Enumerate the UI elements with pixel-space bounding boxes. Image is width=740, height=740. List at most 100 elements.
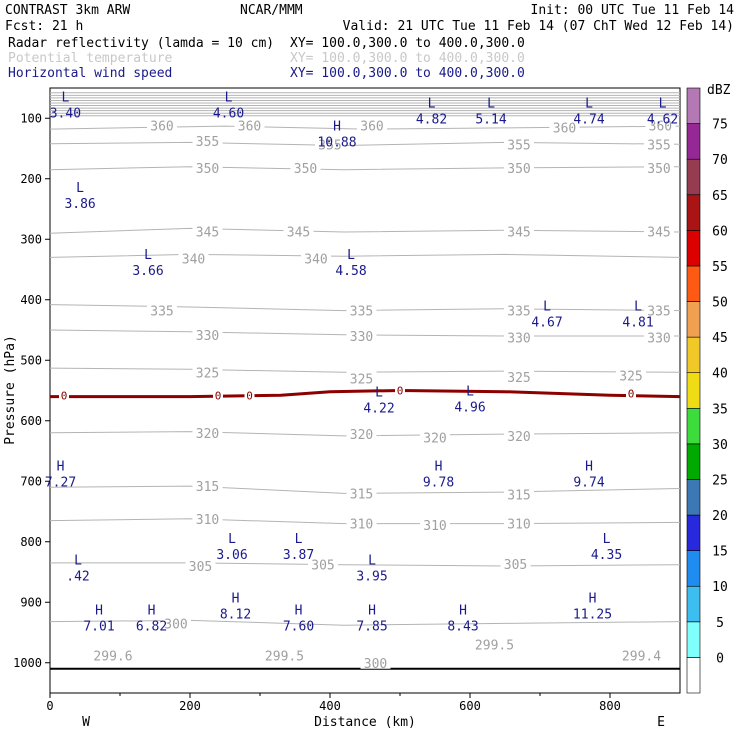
theta-contour-335 (49, 304, 681, 312)
wind-extremum-value: 4.67 (531, 316, 562, 331)
theta-label-bg (504, 303, 534, 317)
wind-extremum-value: 4.81 (622, 316, 653, 331)
reflectivity-label: 0 (628, 388, 635, 401)
colorbar-swatch (686, 265, 701, 302)
theta-label-bg (479, 637, 510, 651)
theta-contour-350 (49, 166, 681, 171)
theta-label-bg (357, 118, 387, 132)
colorbar-swatch (686, 443, 701, 480)
colorbar-level-label: 5 (716, 616, 724, 631)
theta-label-bg (192, 327, 223, 341)
theta-label: 335 (150, 305, 173, 320)
theta-label-bg (192, 479, 223, 493)
wind-extremum-value: 4.82 (416, 112, 447, 127)
y-tick-label: 800 (20, 535, 42, 549)
theta-label-bg (346, 516, 377, 530)
colorbar-level-label: 65 (712, 189, 728, 204)
theta-label-bg (645, 118, 676, 132)
wind-extremum-value: 3.86 (64, 197, 95, 212)
wind-extremum-type: L (487, 96, 495, 111)
header-valid: Valid: 21 UTC Tue 11 Feb 14 (07 ChT Wed … (343, 19, 734, 34)
wind-extremum-type: H (232, 591, 240, 606)
theta-label-bg (147, 303, 177, 317)
header: CONTRAST 3km ARW NCAR/MMM Init: 00 UTC T… (5, 3, 734, 81)
theta-contours (49, 92, 681, 670)
wind-extremum-type: L (225, 90, 233, 105)
colorbar-swatch (686, 336, 701, 374)
theta-label: 360 (360, 120, 383, 135)
header-init: Init: 00 UTC Tue 11 Feb 14 (531, 3, 735, 18)
theta-label-bg (192, 160, 223, 174)
theta-label-bg (185, 558, 216, 572)
theta-label-bg (420, 430, 450, 444)
theta-label: 330 (647, 331, 670, 346)
theta-label: 350 (294, 162, 317, 177)
y-axis-label: Pressure (hPa) (3, 335, 18, 445)
colorbar-level-label: 25 (712, 473, 728, 488)
theta-label: 310 (196, 513, 219, 528)
theta-label: 355 (318, 138, 341, 153)
theta-contour-315 (49, 485, 681, 494)
wind-extremum-type: L (76, 181, 84, 196)
theta-contour-320 (49, 431, 681, 437)
theta-label: 360 (238, 120, 261, 135)
theta-label: 325 (196, 366, 219, 381)
wind-extremum-type: L (368, 554, 376, 569)
reflectivity-label: 0 (246, 389, 253, 402)
x-axis: 0 200 400 600 800 (46, 693, 621, 713)
wind-extremum-value: 5.14 (475, 112, 506, 127)
theta-contour-345 (49, 227, 681, 234)
y-tick-label: 900 (20, 595, 42, 609)
theta-label: 305 (189, 560, 212, 575)
y-tick-label: 200 (20, 172, 42, 186)
x-tick-label: 800 (599, 699, 621, 713)
wind-extremum-value: 9.78 (423, 475, 454, 490)
reflectivity-zero-contour: 0 0 0 0 0 (50, 384, 681, 402)
theta-label-bg (504, 428, 534, 442)
theta-label: 305 (504, 558, 527, 573)
header-org: NCAR/MMM (240, 3, 303, 18)
theta-label: 310 (350, 518, 373, 533)
theta-label: 330 (196, 329, 219, 344)
theta-contour-330 (49, 329, 680, 337)
theta-label: 355 (196, 135, 219, 150)
wind-extremum-type: H (585, 459, 593, 474)
wind-extremum-type: L (375, 386, 383, 401)
colorbar-swatch (686, 479, 701, 516)
theta-label: 335 (647, 305, 670, 320)
x-axis-east: E (657, 715, 665, 730)
theta-label: 325 (350, 372, 373, 387)
y-tick-label: 500 (20, 353, 42, 367)
theta-label-bg (346, 486, 377, 500)
field-wind-xy: XY= 100.0,300.0 to 400.0,300.0 (290, 66, 525, 81)
theta-label: 340 (182, 253, 205, 268)
reflectivity-label: 0 (215, 389, 222, 402)
field-theta-xy: XY= 100.0,300.0 to 400.0,300.0 (290, 51, 525, 66)
theta-label: 315 (350, 487, 373, 502)
theta-label-bg (234, 118, 265, 132)
theta-label-bg (192, 224, 223, 238)
wind-extremum-type: L (466, 384, 474, 399)
wind-extremum-value: 4.22 (363, 402, 394, 417)
reflectivity-label-bg (59, 389, 69, 401)
theta-label: 300 (164, 617, 187, 632)
wind-extremum-type: H (589, 591, 597, 606)
theta-label: 360 (150, 120, 173, 135)
colorbar-level-label: 10 (712, 580, 728, 595)
wind-extremum-value: 7.60 (283, 619, 314, 634)
theta-label: 340 (304, 253, 327, 268)
theta-label-bg (504, 487, 534, 501)
theta-label-bg (504, 330, 534, 344)
theta-label: 320 (507, 430, 530, 445)
wind-extremum-value: 4.35 (591, 548, 622, 563)
theta-label-bg (644, 137, 674, 151)
theta-label-bg (360, 655, 391, 669)
wind-extremum-value: 3.66 (132, 264, 163, 279)
wind-extremum-type: H (459, 603, 467, 618)
reflectivity-label: 0 (61, 389, 68, 402)
wind-extremum-type: L (347, 248, 355, 263)
theta-label-bg (346, 371, 377, 385)
colorbar-level-label: 20 (712, 509, 728, 524)
theta-label-bg (549, 120, 580, 134)
wind-extremum-type: H (95, 603, 103, 618)
